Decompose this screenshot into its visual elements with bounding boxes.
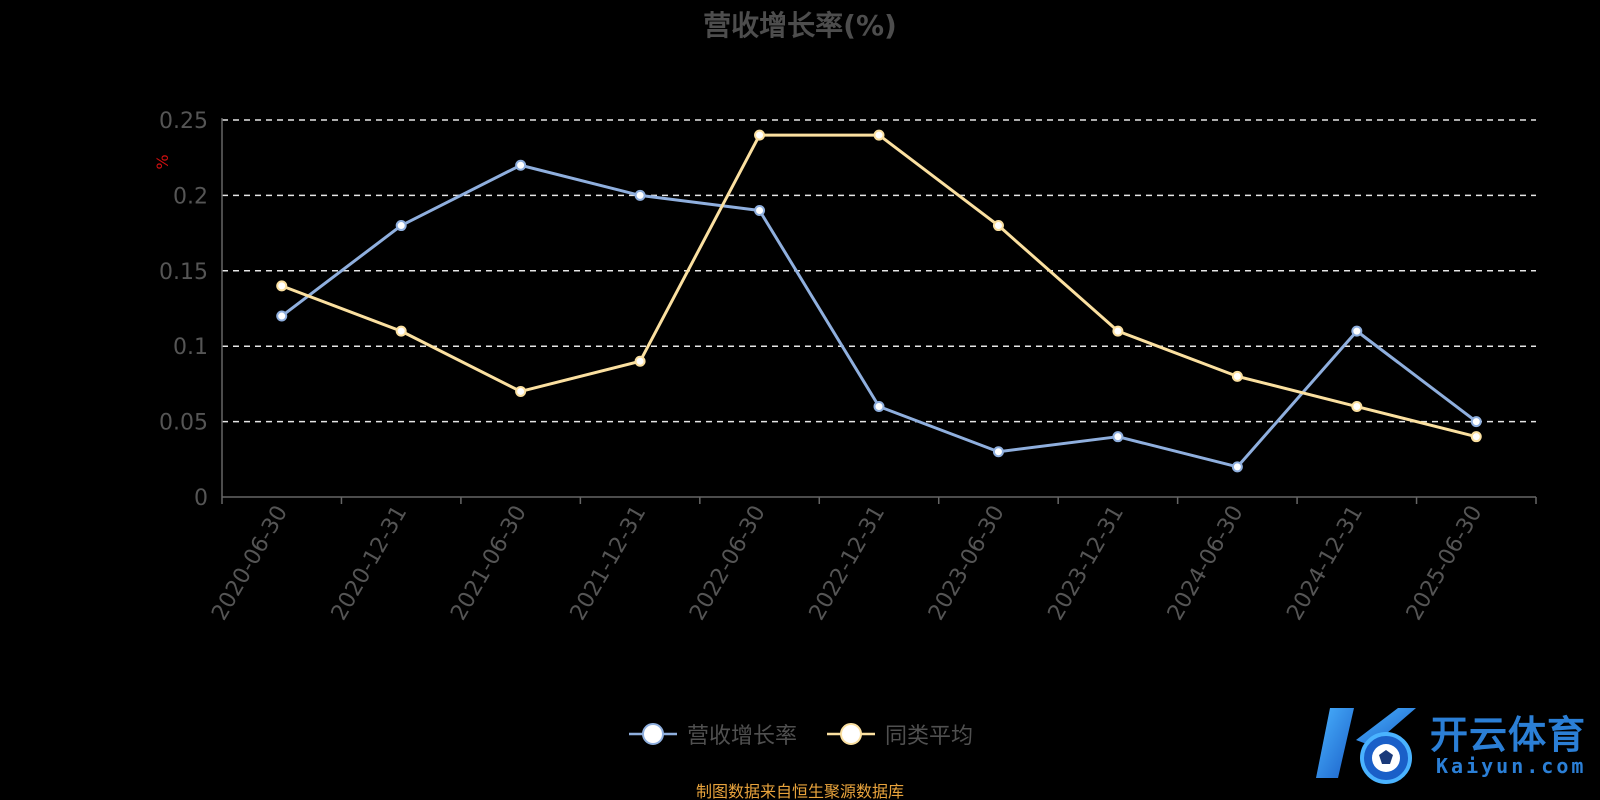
x-tick-label: 2024-12-31 bbox=[1282, 502, 1368, 625]
data-point-0[interactable] bbox=[992, 446, 1004, 458]
data-point-1[interactable] bbox=[634, 355, 646, 367]
legend: 营收增长率 同类平均 bbox=[0, 718, 1600, 750]
x-tick-label: 2020-12-31 bbox=[327, 502, 413, 625]
data-point-1[interactable] bbox=[1351, 401, 1363, 413]
x-tick-label: 2025-06-30 bbox=[1402, 502, 1488, 625]
watermark-logo: 开云体育 Kaiyun.com bbox=[1312, 700, 1592, 790]
data-point-1[interactable] bbox=[276, 280, 288, 292]
data-point-0[interactable] bbox=[1470, 416, 1482, 428]
y-axis-unit-label: % bbox=[153, 154, 172, 169]
legend-item-revenue-growth[interactable]: 营收增长率 bbox=[627, 718, 797, 750]
chart-title: 营收增长率(%) bbox=[703, 9, 897, 42]
y-tick-label: 0.2 bbox=[173, 184, 208, 209]
data-point-0[interactable] bbox=[276, 310, 288, 322]
data-point-1[interactable] bbox=[395, 325, 407, 337]
data-point-0[interactable] bbox=[515, 159, 527, 171]
legend-item-peer-average[interactable]: 同类平均 bbox=[825, 718, 973, 750]
data-point-1[interactable] bbox=[1470, 431, 1482, 443]
data-point-1[interactable] bbox=[1231, 370, 1243, 382]
data-point-1[interactable] bbox=[873, 129, 885, 141]
x-tick-label: 2020-06-30 bbox=[207, 502, 293, 625]
y-tick-label: 0 bbox=[194, 486, 208, 511]
axes: 0 0.05 0.1 0.15 0.2 0.25 2020-06-30 2020-12-31 2… bbox=[159, 109, 1537, 625]
x-tick-label: 2021-12-31 bbox=[566, 502, 652, 625]
x-tick-label: 2024-06-30 bbox=[1163, 502, 1249, 625]
data-point-0[interactable] bbox=[1351, 325, 1363, 337]
x-tick-label: 2022-12-31 bbox=[805, 502, 891, 625]
legend-label-peer-average: 同类平均 bbox=[885, 724, 974, 749]
data-point-1[interactable] bbox=[515, 385, 527, 397]
data-point-0[interactable] bbox=[395, 220, 407, 232]
watermark-text-en: Kaiyun.com bbox=[1436, 754, 1587, 778]
kaiyun-logo-icon bbox=[1316, 708, 1416, 784]
data-point-0[interactable] bbox=[754, 204, 766, 216]
x-tick-label: 2023-06-30 bbox=[924, 502, 1010, 625]
legend-label-revenue-growth: 营收增长率 bbox=[686, 724, 797, 749]
grid-lines bbox=[222, 119, 1536, 423]
source-note: 制图数据来自恒生聚源数据库 bbox=[695, 782, 904, 800]
data-point-0[interactable] bbox=[1112, 431, 1124, 443]
x-tick-label: 2023-12-31 bbox=[1044, 502, 1130, 625]
y-tick-label: 0.05 bbox=[159, 411, 208, 436]
y-tick-label: 0.25 bbox=[159, 109, 208, 134]
y-tick-label: 0.15 bbox=[159, 260, 208, 285]
legend-swatch-revenue-growth bbox=[628, 723, 677, 745]
y-tick-label: 0.1 bbox=[173, 335, 208, 360]
series-line-0 bbox=[280, 163, 1478, 469]
x-tick-label: 2021-06-30 bbox=[446, 502, 532, 625]
legend-swatch-peer-average bbox=[827, 723, 875, 745]
watermark-text-cn: 开云体育 bbox=[1430, 713, 1587, 757]
series-line-1 bbox=[281, 133, 1477, 439]
data-point-0[interactable] bbox=[634, 189, 646, 201]
x-tick-label: 2022-06-30 bbox=[685, 502, 771, 625]
series-lines bbox=[276, 129, 1482, 473]
data-point-0[interactable] bbox=[873, 401, 885, 413]
data-point-1[interactable] bbox=[992, 220, 1004, 232]
data-point-0[interactable] bbox=[1231, 461, 1243, 473]
data-point-1[interactable] bbox=[1112, 325, 1124, 337]
data-point-1[interactable] bbox=[754, 129, 766, 141]
